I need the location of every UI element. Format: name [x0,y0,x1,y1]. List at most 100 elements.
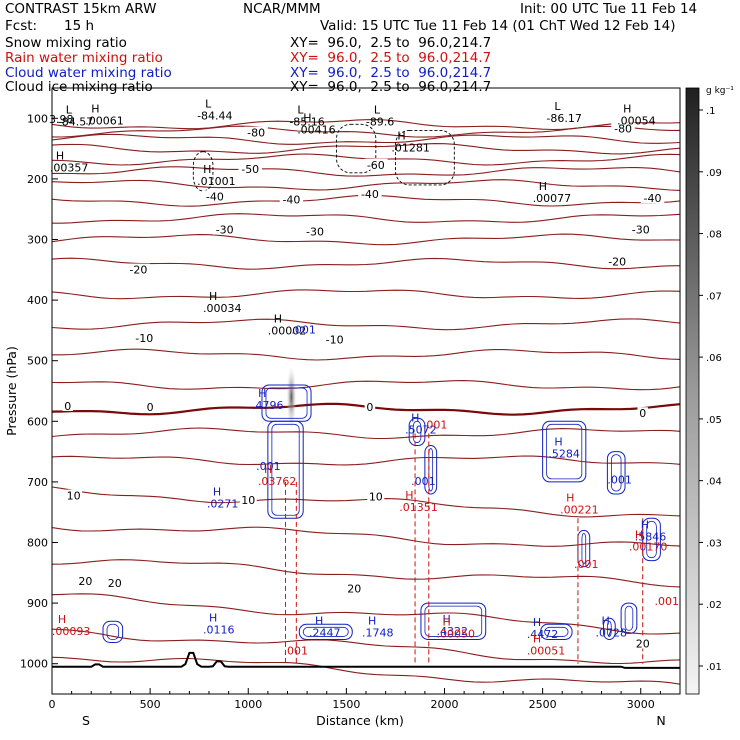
high-marker-symbol: H [602,614,610,627]
isotherm-line [52,257,680,270]
cloud-water-contour [606,451,626,495]
cloud-water-contour [424,445,438,495]
isotherm-line [52,526,680,547]
high-marker-value: .0271 [207,497,239,510]
snow-core [286,365,297,430]
isotherm-line [52,125,680,138]
isotherm-line [52,559,680,588]
high-marker-value: .2447 [309,626,341,639]
colorbar-ticks: .01 .02 .03 .04 .05 .06 .07 .08 .09 .1 [699,106,722,673]
field-name-snow: Snow mixing ratio [5,35,127,51]
isotherm-label: 0 [366,401,373,414]
isotherm-label-bg [367,490,385,502]
cloud-water-contour [577,529,591,568]
high-marker-symbol: H [533,616,541,629]
isotherm-label: 0 [64,400,71,413]
isotherm-label-bg [106,576,124,588]
isotherm-label-bg [76,575,94,587]
low-marker-value: -84.44 [197,109,232,122]
colorbar-tick-label: .04 [706,477,722,488]
high-marker-symbol: H [56,150,64,163]
colorbar-tick-label: .02 [706,600,722,611]
high-marker-symbol: H [533,633,541,646]
field-xy-rain: XY= 96.0, 2.5 to 96.0,214.7 [290,50,492,66]
high-marker-value: .00050 [437,628,476,641]
high-marker-value: .01351 [399,501,438,514]
cloud-water-contour [542,420,587,483]
cloud-water-contour [546,423,583,480]
high-marker-value: .00077 [533,192,572,205]
y-tick-label: 300 [27,234,48,247]
high-marker-value: .00093 [52,625,90,638]
x-end-left: S [82,713,90,728]
low-marker-symbol: L [66,103,73,116]
high-marker-value: .0728 [596,626,628,639]
terrain-line [52,651,680,669]
y-tick-label: 500 [27,355,48,368]
high-marker-symbol: H [274,313,282,326]
high-marker-value: .00034 [203,302,242,315]
high-marker-value: .00051 [527,645,566,658]
isotherm-label-bg [238,163,262,175]
isotherm-label: -40 [282,193,300,206]
isotherm-label: -40 [644,192,662,205]
high-marker-value: .03762 [258,475,297,488]
cloud-water-contour [420,602,487,640]
x-tick-label: 1500 [332,698,360,711]
isotherm-line [52,455,680,466]
isotherm-line [52,427,680,440]
low-marker-symbol: L [374,103,381,116]
cloud-water-contour [412,420,422,443]
high-marker-value: .4322 [437,625,469,638]
corner-value-label: 3.98 [49,113,74,126]
high-marker-value: .00054 [617,114,656,127]
colorbar-tick-label: .03 [706,538,722,549]
high-marker-symbol: H [397,130,405,143]
high-marker-symbol: H [641,519,649,532]
x-end-right: N [656,713,665,728]
y-tick-label: 1000 [20,658,48,671]
contour-value-label: .001 [256,460,281,473]
isotherm-label: -40 [361,188,379,201]
colorbar-unit: g kg⁻¹ [706,86,734,96]
contour-value-label: .001 [607,474,632,487]
contour-value-label: .001 [654,595,679,608]
high-marker-value: .01001 [197,175,236,188]
high-marker-value: .0116 [203,623,235,636]
isotherm-line [52,133,680,145]
cloud-water-contour [540,623,573,640]
isotherm-label: 0 [639,407,646,420]
high-marker-symbol: H [203,163,211,176]
isotherm-label: 20 [108,577,122,590]
cloud-water-contour [408,417,426,447]
high-marker-value: .01281 [391,142,430,155]
center-name: NCAR/MMM [243,1,321,17]
isotherm-line [52,318,680,331]
x-axis-title: Distance (km) [316,713,404,728]
isotherm-label-bg [203,190,227,202]
contour-value-label: .001 [291,323,316,336]
colorbar-tick-label: .08 [706,230,722,241]
isotherm-label: -20 [608,256,626,269]
high-marker-value: .4796 [252,399,284,412]
cloud-ice-contour [336,123,377,174]
x-tick-label: 500 [140,698,161,711]
isotherm-label-bg [358,187,382,199]
high-marker-symbol: H [443,616,451,629]
high-marker-symbol: H [91,102,99,115]
isotherm-label: 10 [369,490,383,503]
isotherm-label-bg [65,489,83,501]
isotherm-line [52,143,680,155]
isotherm-label: 20 [78,575,92,588]
low-marker-value: -89.6 [366,115,394,128]
isotherm-label-bg [634,637,652,649]
isotherm-label: 10 [67,490,81,503]
cloud-water-contour [642,517,661,562]
cloud-water-contour [602,617,616,640]
field-xy-cloudice: XY= 96.0, 2.5 to 96.0,214.7 [290,79,492,95]
isotherm-label: -10 [326,333,344,346]
cloud-ice-contour [394,129,455,186]
hydrometeor-contours [102,123,661,664]
high-marker-value: .1748 [362,626,394,639]
